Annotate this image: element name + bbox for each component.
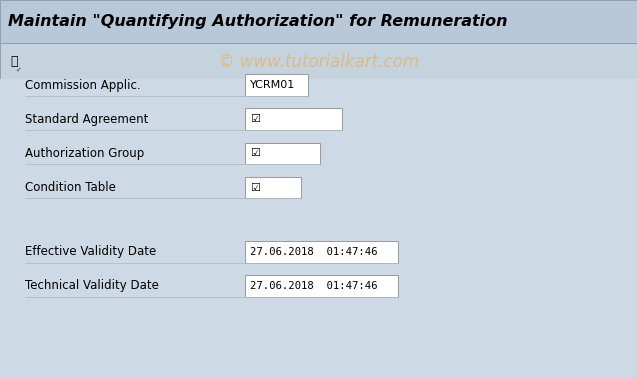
FancyBboxPatch shape <box>0 43 637 79</box>
FancyBboxPatch shape <box>245 177 301 198</box>
Text: Standard Agreement: Standard Agreement <box>25 113 149 126</box>
Text: Condition Table: Condition Table <box>25 181 117 194</box>
Text: ☑: ☑ <box>250 183 260 192</box>
FancyBboxPatch shape <box>0 0 637 43</box>
Text: Effective Validity Date: Effective Validity Date <box>25 245 157 258</box>
Text: Technical Validity Date: Technical Validity Date <box>25 279 159 292</box>
Text: 27.06.2018  01:47:46: 27.06.2018 01:47:46 <box>250 247 377 257</box>
Text: ☑: ☑ <box>250 115 260 124</box>
Text: YCRM01: YCRM01 <box>250 81 295 90</box>
FancyBboxPatch shape <box>245 241 398 263</box>
FancyBboxPatch shape <box>245 143 320 164</box>
FancyBboxPatch shape <box>245 108 342 130</box>
Text: ☑: ☑ <box>250 149 260 158</box>
Text: 27.06.2018  01:47:46: 27.06.2018 01:47:46 <box>250 281 377 291</box>
Text: Authorization Group: Authorization Group <box>25 147 145 160</box>
Text: ⌚: ⌚ <box>10 55 18 68</box>
FancyBboxPatch shape <box>245 74 308 96</box>
FancyBboxPatch shape <box>0 79 637 378</box>
Text: Commission Applic.: Commission Applic. <box>25 79 141 92</box>
Text: ✔: ✔ <box>15 66 21 72</box>
FancyBboxPatch shape <box>245 275 398 297</box>
Text: © www.tutorialkart.com: © www.tutorialkart.com <box>218 53 419 70</box>
Text: Maintain "Quantifying Authorization" for Remuneration: Maintain "Quantifying Authorization" for… <box>8 14 508 29</box>
